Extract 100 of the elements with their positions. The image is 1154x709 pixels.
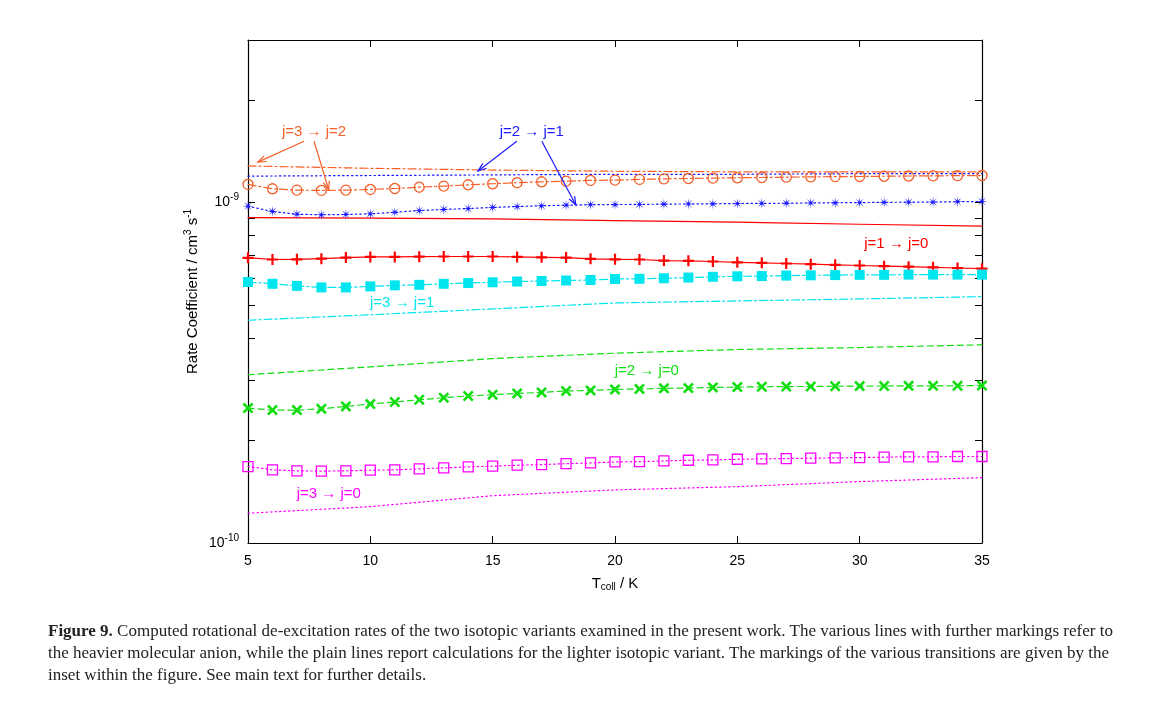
point	[364, 398, 376, 410]
point	[902, 451, 915, 463]
point	[830, 270, 841, 281]
point	[658, 382, 670, 394]
point	[854, 260, 866, 271]
point	[658, 255, 670, 267]
point	[389, 464, 401, 476]
point	[609, 174, 621, 186]
point	[389, 396, 401, 408]
point	[707, 255, 719, 267]
point	[585, 199, 597, 211]
point	[266, 205, 278, 217]
point	[585, 253, 597, 265]
point	[560, 252, 572, 264]
point	[340, 184, 352, 196]
point	[340, 282, 351, 293]
point	[658, 273, 669, 284]
point	[487, 460, 499, 472]
point	[952, 380, 964, 392]
annotation: j=1 → j=0	[863, 233, 929, 251]
point	[242, 460, 254, 473]
point	[927, 451, 939, 463]
point	[364, 183, 376, 196]
point	[854, 380, 866, 392]
point	[462, 179, 474, 191]
point	[291, 280, 302, 291]
point	[535, 458, 548, 471]
point	[413, 251, 425, 263]
point	[267, 278, 278, 289]
point	[364, 251, 376, 263]
x-tick-label: 25	[729, 552, 746, 568]
point	[438, 203, 450, 215]
point	[462, 390, 474, 402]
point	[511, 177, 523, 189]
point	[462, 461, 474, 473]
point	[291, 465, 303, 477]
point	[878, 451, 890, 463]
point	[560, 175, 572, 187]
point	[438, 250, 450, 262]
x-tick-label: 20	[607, 552, 623, 568]
y-axis-title: Rate Coefficient / cm3 s-1	[181, 208, 200, 375]
point	[266, 464, 279, 476]
annotation: j=3 → j=2	[280, 121, 347, 139]
point	[781, 270, 792, 281]
point	[731, 172, 743, 184]
point	[633, 254, 645, 266]
point	[780, 452, 792, 465]
point	[413, 394, 425, 406]
point	[707, 381, 719, 393]
point	[463, 278, 474, 289]
point	[829, 380, 841, 392]
x-tick-label: 30	[851, 552, 868, 568]
line-series	[247, 296, 983, 321]
x-tick-label: 15	[484, 552, 501, 568]
point	[536, 386, 548, 398]
point	[682, 382, 694, 394]
point	[756, 271, 767, 282]
point	[977, 269, 987, 280]
line-series	[247, 477, 983, 514]
point	[756, 197, 768, 209]
point	[609, 456, 621, 468]
point	[927, 380, 939, 392]
point	[682, 172, 695, 185]
point	[462, 250, 474, 262]
y-tick-label: 10$^{-9}$	[214, 191, 239, 212]
point	[731, 198, 743, 210]
point	[634, 273, 645, 284]
point	[340, 400, 352, 412]
point	[364, 208, 376, 220]
point	[389, 280, 400, 291]
point	[584, 457, 597, 469]
point	[315, 465, 328, 477]
point	[438, 392, 450, 404]
point	[561, 275, 572, 286]
point	[315, 253, 327, 265]
point	[854, 170, 866, 183]
point	[560, 458, 572, 470]
point	[266, 404, 278, 416]
point	[438, 180, 450, 192]
point	[829, 452, 841, 464]
line-series	[247, 344, 983, 376]
point	[365, 281, 376, 292]
point	[609, 383, 621, 395]
point	[780, 381, 792, 393]
point	[682, 255, 694, 267]
point	[487, 201, 499, 213]
point	[683, 272, 694, 283]
point	[829, 197, 841, 209]
annotation: j=3 → j=1	[369, 293, 435, 311]
point	[756, 453, 768, 465]
point	[903, 269, 914, 280]
annotation: j=2 → j=0	[613, 361, 679, 379]
point	[438, 462, 450, 474]
point	[266, 183, 279, 195]
point	[707, 454, 719, 466]
point	[512, 276, 523, 287]
point	[536, 276, 547, 287]
point	[536, 251, 548, 263]
point	[438, 278, 449, 289]
point	[291, 404, 303, 416]
